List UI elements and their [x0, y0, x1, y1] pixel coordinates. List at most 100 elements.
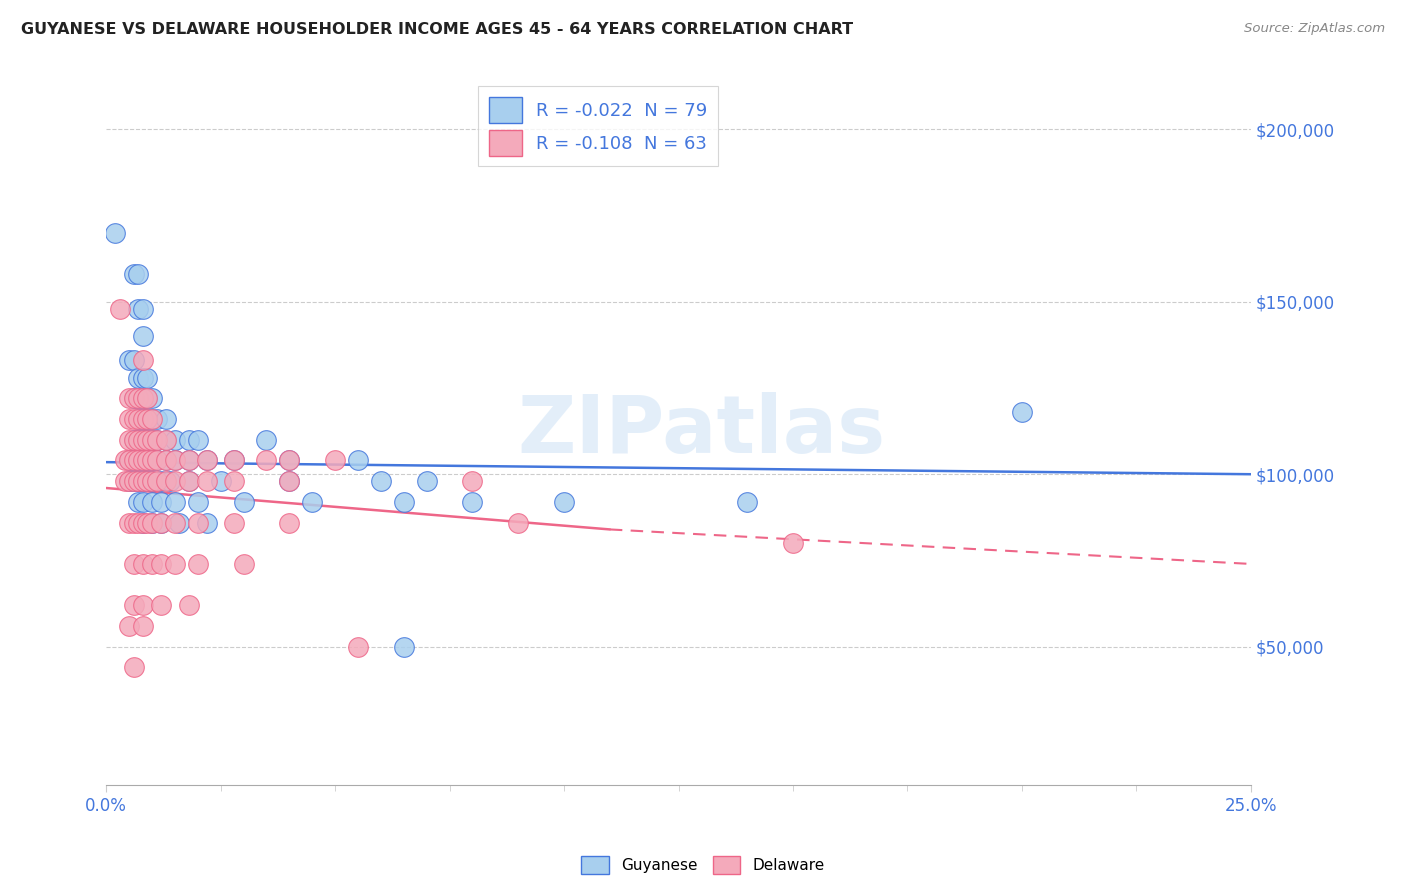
Point	[256, 433, 278, 447]
Point	[370, 474, 392, 488]
Point	[163, 516, 186, 530]
Point	[118, 453, 141, 467]
Point	[132, 599, 155, 613]
Point	[136, 412, 159, 426]
Point	[127, 495, 149, 509]
Point	[108, 301, 131, 316]
Text: ZIPatlas: ZIPatlas	[517, 392, 886, 470]
Point	[122, 599, 145, 613]
Point	[155, 433, 177, 447]
Point	[735, 495, 758, 509]
Point	[278, 453, 301, 467]
Text: Source: ZipAtlas.com: Source: ZipAtlas.com	[1244, 22, 1385, 36]
Point	[132, 412, 155, 426]
Point	[145, 474, 167, 488]
Point	[141, 516, 163, 530]
Point	[141, 453, 163, 467]
Point	[169, 516, 191, 530]
Point	[278, 453, 301, 467]
Point	[122, 453, 145, 467]
Point	[132, 474, 155, 488]
Point	[195, 474, 218, 488]
Point	[118, 474, 141, 488]
Point	[127, 267, 149, 281]
Point	[132, 392, 155, 406]
Point	[1011, 405, 1033, 419]
Point	[132, 516, 155, 530]
Point	[163, 557, 186, 571]
Point	[224, 453, 246, 467]
Point	[122, 433, 145, 447]
Point	[122, 392, 145, 406]
Point	[132, 433, 155, 447]
Point	[118, 392, 141, 406]
Point	[122, 453, 145, 467]
Point	[141, 495, 163, 509]
Point	[232, 495, 254, 509]
Point	[132, 433, 155, 447]
Point	[163, 495, 186, 509]
Point	[122, 557, 145, 571]
Point	[141, 516, 163, 530]
Point	[136, 474, 159, 488]
Point	[209, 474, 232, 488]
Point	[278, 474, 301, 488]
Point	[278, 474, 301, 488]
Point	[127, 412, 149, 426]
Point	[155, 412, 177, 426]
Point	[127, 516, 149, 530]
Point	[132, 619, 155, 633]
Point	[136, 453, 159, 467]
Point	[122, 412, 145, 426]
Point	[224, 453, 246, 467]
Point	[118, 516, 141, 530]
Point	[155, 453, 177, 467]
Point	[127, 474, 149, 488]
Point	[224, 474, 246, 488]
Point	[145, 453, 167, 467]
Point	[122, 660, 145, 674]
Point	[136, 453, 159, 467]
Point	[461, 495, 484, 509]
Point	[127, 370, 149, 384]
Point	[132, 474, 155, 488]
Point	[195, 516, 218, 530]
Point	[122, 392, 145, 406]
Point	[163, 474, 186, 488]
Point	[323, 453, 346, 467]
Point	[177, 453, 200, 467]
Point	[301, 495, 323, 509]
Point	[145, 453, 167, 467]
Point	[145, 433, 167, 447]
Point	[136, 392, 159, 406]
Point	[127, 392, 149, 406]
Point	[232, 557, 254, 571]
Point	[141, 433, 163, 447]
Point	[132, 392, 155, 406]
Point	[141, 412, 163, 426]
Point	[155, 433, 177, 447]
Point	[155, 453, 177, 467]
Point	[118, 412, 141, 426]
Point	[136, 433, 159, 447]
Point	[132, 370, 155, 384]
Point	[127, 453, 149, 467]
Point	[150, 495, 173, 509]
Point	[553, 495, 575, 509]
Point	[141, 433, 163, 447]
Point	[132, 516, 155, 530]
Point	[132, 301, 155, 316]
Point	[132, 329, 155, 343]
Point	[132, 412, 155, 426]
Point	[187, 516, 209, 530]
Point	[224, 516, 246, 530]
Point	[150, 474, 173, 488]
Point	[118, 619, 141, 633]
Point	[136, 516, 159, 530]
Legend: R = -0.022  N = 79, R = -0.108  N = 63: R = -0.022 N = 79, R = -0.108 N = 63	[478, 87, 718, 167]
Point	[141, 557, 163, 571]
Point	[461, 474, 484, 488]
Point	[127, 433, 149, 447]
Point	[392, 640, 415, 654]
Point	[187, 495, 209, 509]
